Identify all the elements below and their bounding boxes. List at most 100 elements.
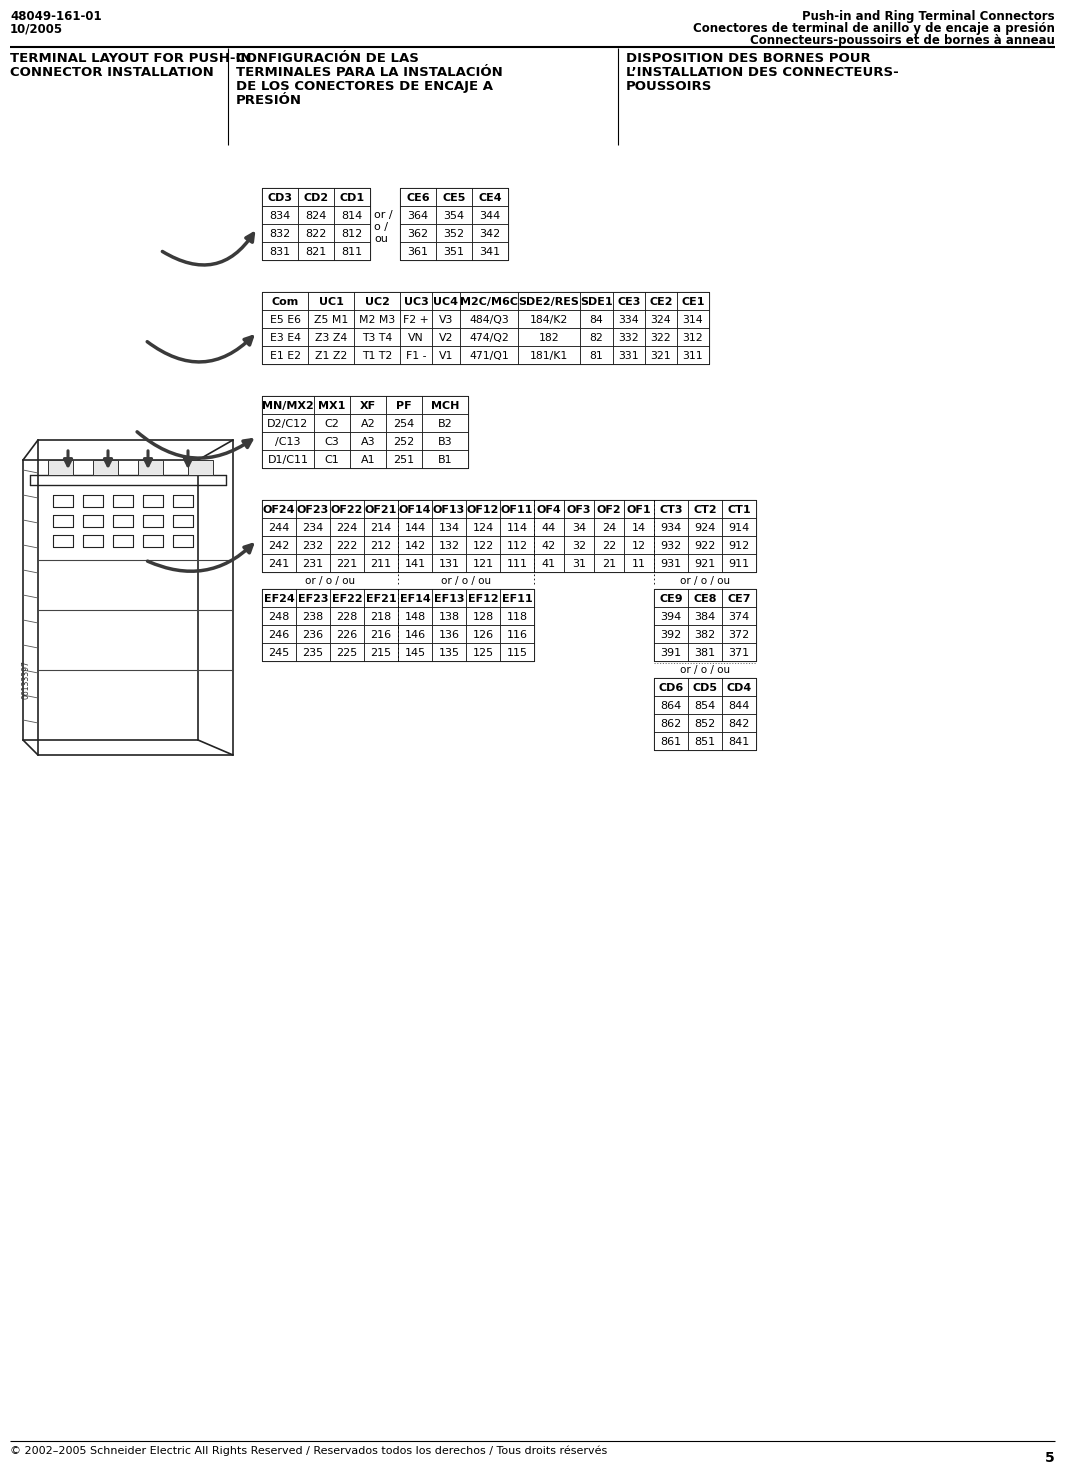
Bar <box>499 499 534 519</box>
Bar <box>722 643 756 661</box>
Bar <box>518 310 580 328</box>
Text: 352: 352 <box>443 229 464 239</box>
Text: MN/MX2: MN/MX2 <box>262 401 314 411</box>
Bar <box>398 607 432 624</box>
Bar <box>654 714 688 732</box>
Text: 324: 324 <box>651 314 671 325</box>
Text: 364: 364 <box>408 212 428 220</box>
Bar <box>296 499 330 519</box>
Bar <box>534 519 564 536</box>
Text: OF13: OF13 <box>432 505 465 516</box>
Text: 362: 362 <box>408 229 428 239</box>
Bar <box>722 589 756 607</box>
Bar <box>654 554 688 571</box>
Text: POUSSOIRS: POUSSOIRS <box>626 79 712 93</box>
Text: EF21: EF21 <box>365 593 396 604</box>
Text: 84: 84 <box>590 314 604 325</box>
Text: 211: 211 <box>371 560 392 569</box>
Bar <box>499 643 534 661</box>
Text: 474/Q2: 474/Q2 <box>469 333 509 342</box>
Text: 225: 225 <box>337 648 358 658</box>
Text: MX1: MX1 <box>318 401 346 411</box>
Bar <box>330 589 364 607</box>
Text: CE3: CE3 <box>618 297 641 307</box>
Text: 82: 82 <box>590 333 604 342</box>
Text: A3: A3 <box>361 436 375 447</box>
Bar <box>296 607 330 624</box>
Bar <box>436 223 472 242</box>
Bar <box>688 624 722 643</box>
Text: M2C/M6C: M2C/M6C <box>460 297 518 307</box>
Bar <box>722 536 756 554</box>
Bar <box>499 519 534 536</box>
Bar <box>436 188 472 206</box>
Bar <box>564 536 594 554</box>
Text: 142: 142 <box>405 541 426 551</box>
Text: B2: B2 <box>438 419 453 429</box>
Text: 128: 128 <box>473 613 493 621</box>
Bar <box>466 643 499 661</box>
Bar <box>330 554 364 571</box>
Text: 115: 115 <box>507 648 527 658</box>
Text: 81: 81 <box>590 351 604 361</box>
Bar <box>688 499 722 519</box>
Text: PRESIÓN: PRESIÓN <box>236 94 302 107</box>
Text: 48049-161-01: 48049-161-01 <box>10 10 101 24</box>
Bar <box>308 328 354 347</box>
Text: 10/2005: 10/2005 <box>10 22 63 35</box>
Text: 242: 242 <box>268 541 290 551</box>
Bar <box>613 292 645 310</box>
Text: 341: 341 <box>479 247 501 257</box>
Bar <box>364 624 398 643</box>
Text: V1: V1 <box>439 351 454 361</box>
Text: 226: 226 <box>337 630 358 640</box>
Bar <box>499 589 534 607</box>
Bar <box>432 328 460 347</box>
Text: TERMINAL LAYOUT FOR PUSH-IN: TERMINAL LAYOUT FOR PUSH-IN <box>10 51 251 65</box>
Text: or / o / ou: or / o / ou <box>441 576 491 586</box>
Text: 382: 382 <box>694 630 716 640</box>
Bar <box>296 589 330 607</box>
Text: 232: 232 <box>302 541 324 551</box>
Text: 124: 124 <box>473 523 493 533</box>
Bar <box>534 554 564 571</box>
Bar <box>296 519 330 536</box>
Bar <box>432 499 466 519</box>
Text: EF22: EF22 <box>331 593 362 604</box>
Bar <box>386 397 422 414</box>
Bar <box>460 347 518 364</box>
Bar <box>398 643 432 661</box>
Text: 11: 11 <box>632 560 646 569</box>
Bar <box>350 432 386 450</box>
Text: 384: 384 <box>694 613 716 621</box>
Bar <box>262 554 296 571</box>
Bar <box>330 643 364 661</box>
Text: 381: 381 <box>694 648 716 658</box>
Bar <box>499 624 534 643</box>
Text: 5: 5 <box>1045 1451 1055 1465</box>
Bar <box>298 242 334 260</box>
Text: OF3: OF3 <box>567 505 591 516</box>
Bar <box>688 643 722 661</box>
Text: 228: 228 <box>337 613 358 621</box>
Bar <box>350 414 386 432</box>
Text: 311: 311 <box>683 351 703 361</box>
Text: V3: V3 <box>439 314 454 325</box>
Bar <box>262 242 298 260</box>
Text: CE6: CE6 <box>406 192 430 203</box>
Text: Com: Com <box>272 297 298 307</box>
Text: OF1: OF1 <box>626 505 652 516</box>
Text: OF2: OF2 <box>596 505 621 516</box>
Text: 342: 342 <box>479 229 501 239</box>
Bar <box>398 499 432 519</box>
Text: 392: 392 <box>660 630 682 640</box>
Bar <box>654 679 688 696</box>
Bar <box>460 310 518 328</box>
Bar <box>466 554 499 571</box>
Text: CE4: CE4 <box>478 192 502 203</box>
Bar <box>722 499 756 519</box>
Bar <box>466 499 499 519</box>
Text: 144: 144 <box>405 523 426 533</box>
Bar <box>432 347 460 364</box>
Text: 118: 118 <box>507 613 527 621</box>
